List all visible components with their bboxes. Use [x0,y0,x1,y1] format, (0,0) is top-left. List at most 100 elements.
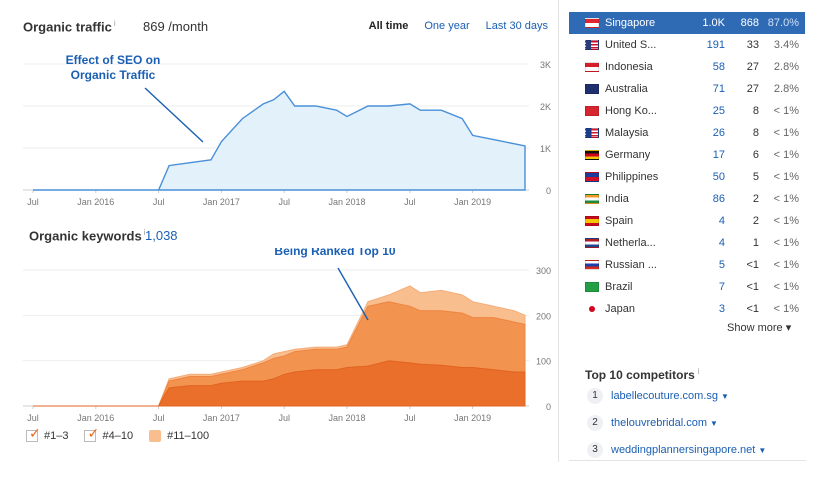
organic-keywords-title: Organic keywords i [29,228,146,243]
country-row[interactable]: Brazil 7 <1 < 1% [569,276,805,298]
country-name: Germany [605,149,651,161]
info-icon[interactable]: i [113,19,116,28]
country-traffic: 27 [746,61,759,73]
legend-11-100[interactable]: #11–100 [149,430,209,442]
country-keywords[interactable]: 3 [718,303,725,315]
country-row[interactable]: India 86 2 < 1% [569,188,805,210]
country-name: Russian ... [605,259,657,271]
country-traffic: 8 [752,105,759,117]
competitor-row: 2 thelouvrebridal.com ▼ [587,415,718,431]
country-keywords[interactable]: 58 [712,61,725,73]
country-row[interactable]: Russian ... 5 <1 < 1% [569,254,805,276]
country-keywords[interactable]: 5 [718,259,725,271]
country-keywords[interactable]: 4 [718,215,725,227]
country-keywords[interactable]: 191 [706,39,725,51]
series-area [33,90,526,191]
y-tick-label: 0 [546,402,551,412]
info-icon[interactable]: i [697,367,700,376]
country-row[interactable]: Spain 4 2 < 1% [569,210,805,232]
country-traffic: 27 [746,83,759,95]
organic-traffic-chart: 3K 2K 1K 0 Jul Jan 2016 Jul Jan 2017 Jul Jan 2018… [23,53,551,207]
info-icon[interactable]: i [143,228,146,237]
x-tick-label: Jan 2016 [77,197,114,207]
caret-down-icon[interactable]: ▼ [710,418,718,428]
legend-4-10[interactable]: ✓ #4–10 [84,426,134,442]
country-keywords[interactable]: 71 [712,83,725,95]
country-traffic: <1 [746,281,759,293]
x-tick-label: Jul [153,197,165,207]
country-row[interactable]: Netherla... 4 1 < 1% [569,232,805,254]
tab-last-30-days[interactable]: Last 30 days [485,20,548,32]
country-percent: < 1% [773,281,799,293]
country-row[interactable]: Japan 3 <1 < 1% [569,298,805,320]
country-keywords[interactable]: 17 [712,149,725,161]
checkbox-icon[interactable]: ✓ [84,426,99,442]
competitor-link[interactable]: weddingplannersingapore.net [611,444,756,456]
y-tick-label: 100 [536,357,551,367]
checkbox-icon[interactable]: ✓ [26,426,41,442]
country-name: Philippines [605,171,659,183]
hongkong-flag-icon [585,106,599,116]
keywords-legend: ✓ #1–3 ✓ #4–10 #11–100 [26,426,209,442]
country-percent: 2.8% [773,61,799,73]
y-tick-label: 200 [536,311,551,321]
competitor-link[interactable]: labellecouture.com.sg [611,390,719,402]
x-tick-label: Jan 2019 [454,413,491,423]
y-tick-label: 2K [540,102,551,112]
country-percent: < 1% [773,127,799,139]
spain-flag-icon [585,216,599,226]
country-traffic: 33 [746,39,759,51]
country-percent: < 1% [773,303,799,315]
country-row[interactable]: Germany 17 6 < 1% [569,144,805,166]
caret-down-icon[interactable]: ▼ [758,445,767,455]
country-percent: < 1% [773,237,799,249]
organic-keywords-value[interactable]: 1,038 [145,228,178,243]
country-name: Brazil [605,281,633,293]
country-keywords[interactable]: 26 [712,127,725,139]
country-traffic: <1 [746,303,759,315]
show-more-button[interactable]: Show more ▾ [727,322,792,334]
country-row[interactable]: Indonesia 58 27 2.8% [569,56,805,78]
competitor-rank: 2 [587,415,603,431]
country-row[interactable]: Hong Ko... 25 8 < 1% [569,100,805,122]
country-traffic: 2 [752,193,759,205]
tab-all-time[interactable]: All time [368,20,409,32]
country-name: Netherla... [605,237,656,249]
country-traffic: 1 [752,237,759,249]
caret-down-icon[interactable]: ▼ [721,391,729,401]
country-row[interactable]: Australia 71 27 2.8% [569,78,805,100]
annotation-arrow [144,87,204,143]
country-row[interactable]: Singapore 1.0K 868 87.0% [569,12,805,34]
legend-label: #4–10 [102,430,134,442]
date-range-tabs: All time One year Last 30 days [369,20,548,32]
country-row[interactable]: United S... 191 33 3.4% [569,34,805,56]
tab-one-year[interactable]: One year [424,20,470,32]
x-tick-label: Jan 2017 [203,413,240,423]
country-percent: 87.0% [767,17,799,29]
swatch-icon[interactable] [149,430,162,442]
country-row[interactable]: Malaysia 26 8 < 1% [569,122,805,144]
country-percent: < 1% [773,259,799,271]
annotation-text: Effect of SEO on [66,53,161,67]
x-tick-label: Jul [404,197,416,207]
country-traffic: 8 [752,127,759,139]
country-name: India [605,193,629,205]
organic-traffic-title: Organic traffic i [23,19,116,34]
annotation-arrow [337,267,369,321]
country-keywords[interactable]: 1.0K [702,17,725,29]
country-keywords[interactable]: 50 [712,171,725,183]
country-traffic: <1 [746,259,759,271]
country-keywords[interactable]: 7 [718,281,725,293]
y-tick-label: 3K [540,60,551,70]
competitor-link[interactable]: thelouvrebridal.com [611,417,707,429]
country-traffic: 2 [752,215,759,227]
country-keywords[interactable]: 86 [712,193,725,205]
legend-top3[interactable]: ✓ #1–3 [26,426,68,442]
country-keywords[interactable]: 25 [712,105,725,117]
x-tick-label: Jul [404,413,416,423]
x-tick-label: Jul [153,413,165,423]
country-keywords[interactable]: 4 [718,237,725,249]
country-percent: < 1% [773,149,799,161]
country-row[interactable]: Philippines 50 5 < 1% [569,166,805,188]
competitor-row: 1 labellecouture.com.sg ▼ [587,388,729,404]
